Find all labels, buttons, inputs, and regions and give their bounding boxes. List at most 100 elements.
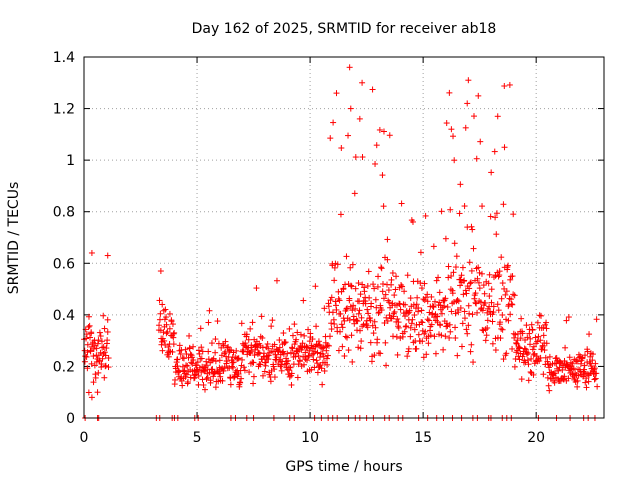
data-point	[537, 354, 544, 361]
data-point	[253, 285, 260, 292]
data-point	[162, 306, 169, 313]
data-point	[411, 312, 418, 319]
data-point	[438, 208, 445, 215]
data-point	[250, 380, 257, 387]
data-point	[174, 356, 181, 363]
data-point	[594, 383, 601, 390]
data-point	[283, 360, 290, 367]
data-point	[425, 340, 432, 347]
data-point	[492, 214, 499, 221]
data-point	[469, 311, 476, 318]
data-point	[349, 261, 356, 268]
data-point	[222, 338, 229, 345]
data-point	[329, 309, 336, 316]
data-point	[463, 290, 470, 297]
data-point	[103, 345, 110, 352]
data-point	[530, 371, 537, 378]
data-point	[402, 313, 409, 320]
data-point	[495, 273, 502, 280]
data-point	[454, 297, 461, 304]
data-point	[220, 342, 227, 349]
x-axis-label: GPS time / hours	[285, 459, 402, 475]
data-point	[501, 144, 508, 151]
data-point	[340, 285, 347, 292]
data-point	[481, 290, 488, 297]
data-point	[338, 145, 345, 152]
data-point	[460, 291, 467, 298]
data-point	[98, 361, 105, 368]
data-point	[104, 337, 111, 344]
data-point	[459, 264, 466, 271]
data-point	[428, 321, 435, 328]
data-point	[389, 270, 396, 277]
data-point	[98, 338, 105, 345]
data-point	[271, 366, 278, 373]
data-point	[90, 345, 97, 352]
data-point	[271, 341, 278, 348]
data-point	[87, 334, 94, 341]
y-tick-label: 1	[66, 153, 75, 169]
data-point	[308, 366, 315, 373]
data-point	[313, 357, 320, 364]
data-point	[455, 309, 462, 316]
data-point	[370, 281, 377, 288]
data-point	[503, 350, 510, 357]
data-point	[513, 340, 520, 347]
data-point	[184, 362, 191, 369]
data-point	[459, 320, 466, 327]
data-point	[452, 324, 459, 331]
data-point	[411, 326, 418, 333]
data-point	[530, 351, 537, 358]
data-point	[562, 344, 569, 351]
plot-frame	[83, 56, 605, 419]
data-point	[320, 344, 327, 351]
chart-title: Day 162 of 2025, SRMTID for receiver ab1…	[192, 21, 497, 37]
data-point	[384, 318, 391, 325]
data-point	[519, 330, 526, 337]
data-point	[365, 268, 372, 275]
data-point	[371, 318, 378, 325]
data-point	[324, 342, 331, 349]
data-point	[391, 292, 398, 299]
data-point	[406, 307, 413, 314]
data-point	[328, 294, 335, 301]
data-point	[177, 350, 184, 357]
data-point	[257, 361, 264, 368]
data-point	[85, 389, 92, 396]
data-point	[492, 272, 499, 279]
data-point	[589, 351, 596, 358]
data-point	[327, 297, 334, 304]
data-point	[280, 351, 287, 358]
data-point	[250, 373, 257, 380]
data-point	[516, 344, 523, 351]
data-point	[102, 362, 109, 369]
data-point	[467, 280, 474, 287]
data-point	[358, 338, 365, 345]
data-point	[245, 336, 252, 343]
data-point	[409, 218, 416, 225]
data-point	[355, 280, 362, 287]
data-point	[395, 319, 402, 326]
data-point	[470, 359, 477, 366]
data-point	[371, 352, 378, 359]
data-point	[174, 363, 181, 370]
x-tick-label: 15	[414, 430, 432, 446]
data-point	[427, 332, 434, 339]
data-point	[375, 310, 382, 317]
data-point	[336, 297, 343, 304]
data-point	[183, 362, 190, 369]
data-point	[417, 280, 424, 287]
data-point	[88, 360, 95, 367]
data-point	[182, 346, 189, 353]
data-point	[331, 264, 338, 271]
data-point	[238, 320, 245, 327]
data-point	[198, 344, 205, 351]
data-point	[168, 318, 175, 325]
data-point	[592, 360, 599, 367]
data-point	[364, 282, 371, 289]
data-point	[407, 324, 414, 331]
data-point	[418, 307, 425, 314]
data-point	[472, 299, 479, 306]
data-point	[452, 264, 459, 271]
y-tick-label: 1.2	[53, 102, 75, 118]
